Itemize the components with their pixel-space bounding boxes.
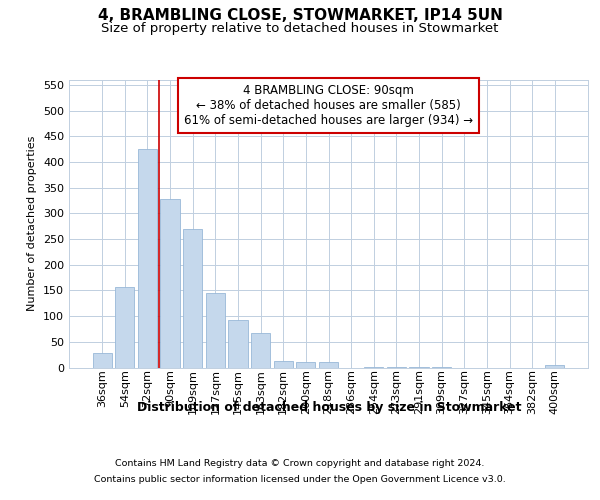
Bar <box>183 229 202 368</box>
Bar <box>251 332 270 368</box>
Text: Contains public sector information licensed under the Open Government Licence v3: Contains public sector information licen… <box>94 474 506 484</box>
Bar <box>387 367 406 368</box>
Text: Size of property relative to detached houses in Stowmarket: Size of property relative to detached ho… <box>101 22 499 35</box>
Bar <box>229 320 248 368</box>
Bar <box>319 362 338 368</box>
Bar <box>160 199 180 368</box>
Bar <box>545 365 565 368</box>
Text: 4 BRAMBLING CLOSE: 90sqm
← 38% of detached houses are smaller (585)
61% of semi-: 4 BRAMBLING CLOSE: 90sqm ← 38% of detach… <box>184 84 473 128</box>
Bar <box>296 362 316 368</box>
Bar <box>138 150 157 368</box>
Bar <box>115 287 134 368</box>
Text: 4, BRAMBLING CLOSE, STOWMARKET, IP14 5UN: 4, BRAMBLING CLOSE, STOWMARKET, IP14 5UN <box>98 8 502 23</box>
Text: Distribution of detached houses by size in Stowmarket: Distribution of detached houses by size … <box>137 401 521 414</box>
Bar <box>206 293 225 368</box>
Bar <box>92 353 112 368</box>
Bar <box>409 367 428 368</box>
Bar <box>364 367 383 368</box>
Y-axis label: Number of detached properties: Number of detached properties <box>28 136 37 312</box>
Text: Contains HM Land Registry data © Crown copyright and database right 2024.: Contains HM Land Registry data © Crown c… <box>115 460 485 468</box>
Bar <box>274 361 293 368</box>
Bar <box>432 367 451 368</box>
